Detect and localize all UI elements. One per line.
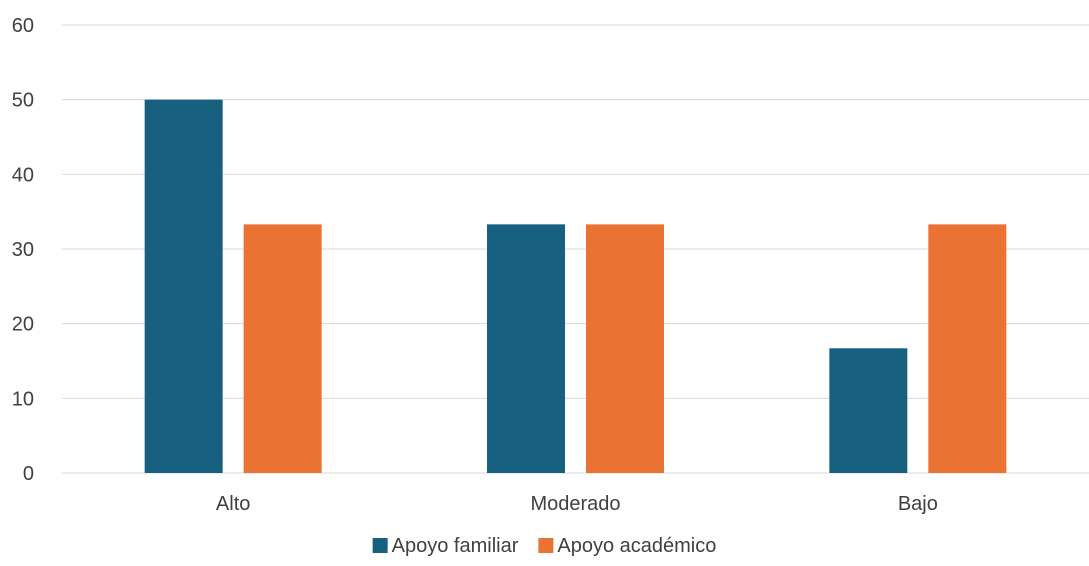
y-tick-label: 10 [12, 388, 34, 410]
bar-alto-series-0 [144, 99, 223, 474]
legend-label-1: Apoyo académico [557, 535, 716, 557]
bar-moderado-series-1 [586, 224, 664, 473]
bar-moderado-series-0 [487, 224, 565, 473]
y-tick-label: 0 [23, 463, 34, 485]
x-tick-label: Moderado [530, 493, 620, 515]
bar-bajo-series-1 [928, 224, 1007, 473]
bar-bajo-series-0 [829, 348, 908, 473]
legend-swatch-0 [372, 538, 388, 553]
y-tick-label: 40 [12, 164, 34, 186]
y-axis: 0 10 20 30 40 50 60 [12, 15, 34, 485]
legend: Apoyo familiar Apoyo académico [372, 535, 716, 557]
y-tick-label: 20 [12, 314, 34, 336]
y-tick-label: 50 [12, 90, 34, 112]
bars [144, 99, 1007, 474]
bar-alto-series-1 [243, 224, 322, 473]
x-axis: Alto Moderado Bajo [216, 493, 938, 515]
x-tick-label: Bajo [898, 493, 938, 515]
legend-swatch-1 [538, 538, 554, 553]
legend-label-0: Apoyo familiar [392, 535, 519, 557]
y-tick-label: 60 [12, 15, 34, 37]
gridlines [62, 24, 1089, 474]
y-tick-label: 30 [12, 239, 34, 261]
x-tick-label: Alto [216, 493, 250, 515]
